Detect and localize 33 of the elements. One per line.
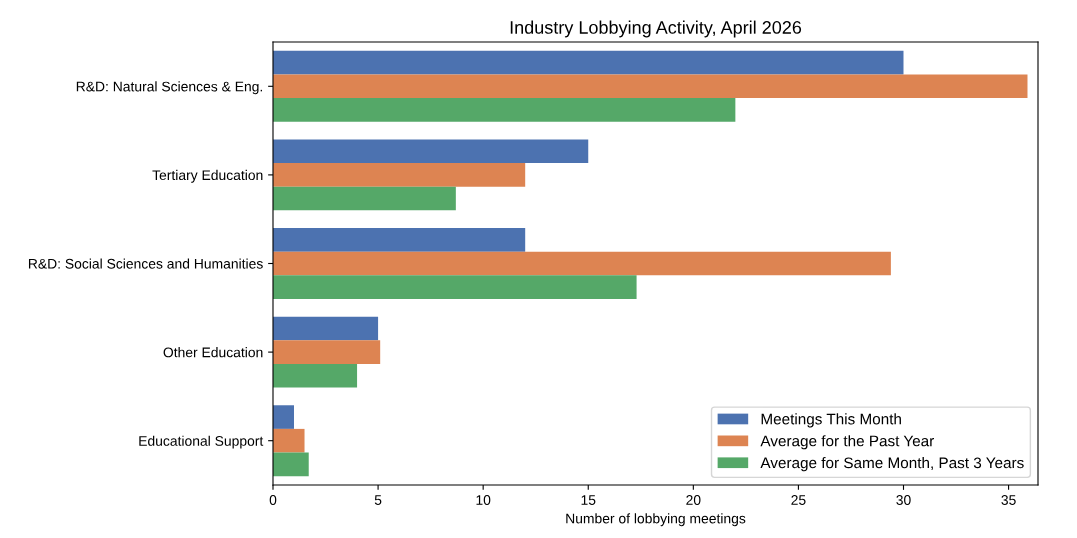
bar <box>273 251 891 276</box>
bar <box>273 363 358 388</box>
legend-label: Average for the Past Year <box>760 435 935 450</box>
x-tick-label: 25 <box>791 495 806 505</box>
bar <box>273 452 309 477</box>
bar <box>273 186 456 211</box>
y-tick-label: R&D: Natural Sciences & Eng. <box>76 81 263 95</box>
bar <box>273 340 381 364</box>
x-tick-label: 5 <box>374 495 382 505</box>
y-tick-label: Other Education <box>163 347 263 358</box>
y-tick-label: R&D: Social Sciences and Humanities <box>28 258 263 269</box>
bar <box>273 275 637 299</box>
x-tick-label: 35 <box>1001 495 1016 505</box>
bar <box>273 163 526 187</box>
y-tick-label: Educational Support <box>139 435 264 449</box>
legend-label: Average for Same Month, Past 3 Years <box>760 457 1024 472</box>
bar <box>273 428 305 453</box>
legend-label: Meetings This Month <box>761 413 901 428</box>
x-tick-label: 30 <box>896 495 911 505</box>
bar <box>273 228 526 252</box>
y-tick-label: Tertiary Education <box>152 169 263 183</box>
bar <box>273 316 379 341</box>
bar <box>273 74 1028 99</box>
x-tick-label: 20 <box>686 495 701 505</box>
x-tick-label: 15 <box>581 495 596 505</box>
x-axis-title: Number of lobbying meetings <box>566 513 746 527</box>
x-tick-label: 0 <box>269 495 277 505</box>
bar <box>273 50 904 75</box>
bar <box>273 405 295 429</box>
x-tick-label: 10 <box>476 495 491 505</box>
bar <box>273 139 589 164</box>
bar <box>273 98 736 122</box>
chart-title: Industry Lobbying Activity, April 2026 <box>510 20 802 38</box>
